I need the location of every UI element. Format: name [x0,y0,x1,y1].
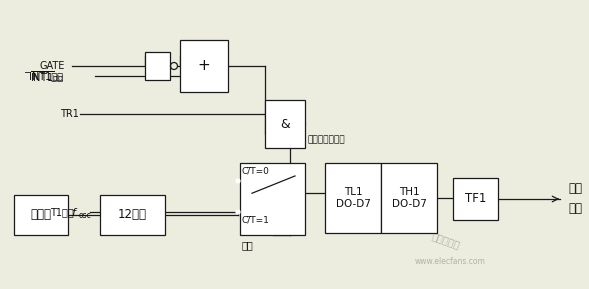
Bar [145,52,170,80]
Bar [325,163,381,233]
Text: www.elecfans.com: www.elecfans.com [415,257,486,266]
Text: ̅INT1引脚: ̅INT1引脚 [30,71,64,81]
Bar [14,195,68,235]
Circle shape [293,191,297,195]
Text: osc: osc [79,212,92,221]
Bar [381,163,437,233]
Text: （高电平有效）: （高电平有效） [308,136,346,144]
Text: TH1
DO-D7: TH1 DO-D7 [392,187,426,209]
Circle shape [236,179,240,183]
Bar [180,40,228,92]
Bar [453,178,498,220]
Text: 请求: 请求 [568,203,582,216]
Text: C/̅T=0: C/̅T=0 [242,166,270,175]
Text: C/̅T=1: C/̅T=1 [242,216,270,225]
Text: TL1
DO-D7: TL1 DO-D7 [336,187,370,209]
Text: +: + [198,58,210,73]
Text: T1引脚: T1引脚 [50,207,74,217]
Bar [265,100,305,148]
Text: TF1: TF1 [465,192,486,205]
Text: 控制: 控制 [242,240,254,250]
Text: 中断: 中断 [568,182,582,195]
Text: $\overline{\mathrm{INT1}}$引脚: $\overline{\mathrm{INT1}}$引脚 [30,69,64,84]
Text: TR1: TR1 [60,110,79,119]
Bar [240,163,305,235]
Text: 电子发烧友: 电子发烧友 [430,231,461,250]
Bar [100,195,165,235]
Circle shape [250,191,254,195]
Circle shape [236,210,240,214]
Text: &: & [280,118,290,131]
Text: 振荡器: 振荡器 [31,208,51,221]
Text: f: f [71,208,75,218]
Text: GATE: GATE [40,61,65,71]
Text: 12分频: 12分频 [118,208,147,221]
